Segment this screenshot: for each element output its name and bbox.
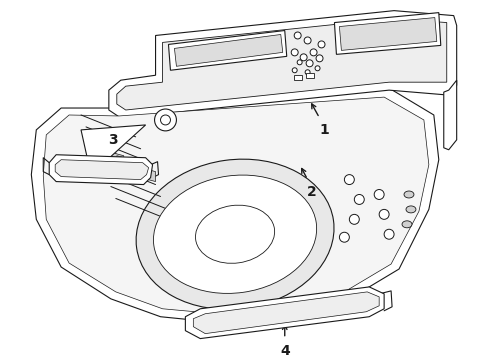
Circle shape [318,41,325,48]
Text: 2: 2 [307,185,317,198]
Polygon shape [133,164,147,177]
Polygon shape [125,160,140,174]
Polygon shape [31,88,439,324]
Circle shape [294,32,301,39]
Text: 4: 4 [280,343,290,357]
Polygon shape [194,292,379,334]
Circle shape [292,68,297,73]
Circle shape [354,194,364,204]
Circle shape [349,214,359,224]
Circle shape [315,66,320,71]
Polygon shape [43,97,429,315]
Ellipse shape [404,191,414,198]
Circle shape [154,109,176,131]
Circle shape [316,55,323,62]
Ellipse shape [136,159,334,309]
Circle shape [291,49,298,56]
Circle shape [161,115,171,125]
Polygon shape [185,287,384,339]
Text: 3: 3 [108,133,118,147]
Ellipse shape [402,221,412,228]
Circle shape [379,210,389,219]
Bar [294,75,302,80]
Polygon shape [444,80,457,150]
Circle shape [374,189,384,199]
Polygon shape [55,160,148,180]
Circle shape [297,60,302,65]
Polygon shape [117,19,447,110]
Circle shape [310,49,317,56]
Circle shape [344,175,354,185]
Polygon shape [49,155,152,185]
Polygon shape [141,168,155,181]
Ellipse shape [196,205,274,263]
Circle shape [340,232,349,242]
Polygon shape [109,11,457,118]
Circle shape [305,70,310,75]
Polygon shape [335,13,441,54]
Polygon shape [109,152,124,166]
Polygon shape [169,31,287,70]
Ellipse shape [153,175,317,293]
Ellipse shape [406,206,416,213]
Text: 1: 1 [319,123,329,137]
Circle shape [304,37,311,44]
Polygon shape [81,125,146,175]
Polygon shape [101,148,116,162]
Circle shape [300,54,307,61]
Circle shape [384,229,394,239]
Polygon shape [340,18,437,50]
Polygon shape [117,156,132,170]
Polygon shape [174,35,283,66]
Circle shape [306,60,313,67]
Bar [306,73,314,78]
